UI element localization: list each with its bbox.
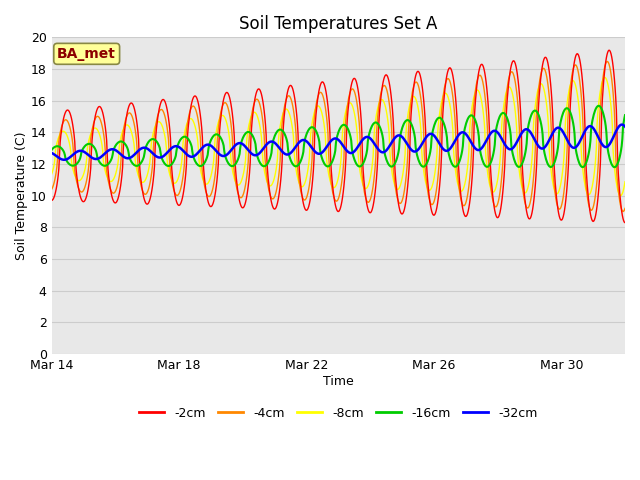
Legend: -2cm, -4cm, -8cm, -16cm, -32cm: -2cm, -4cm, -8cm, -16cm, -32cm [134,402,543,424]
Title: Soil Temperatures Set A: Soil Temperatures Set A [239,15,438,33]
Text: BA_met: BA_met [57,47,116,61]
X-axis label: Time: Time [323,375,354,388]
Y-axis label: Soil Temperature (C): Soil Temperature (C) [15,132,28,260]
